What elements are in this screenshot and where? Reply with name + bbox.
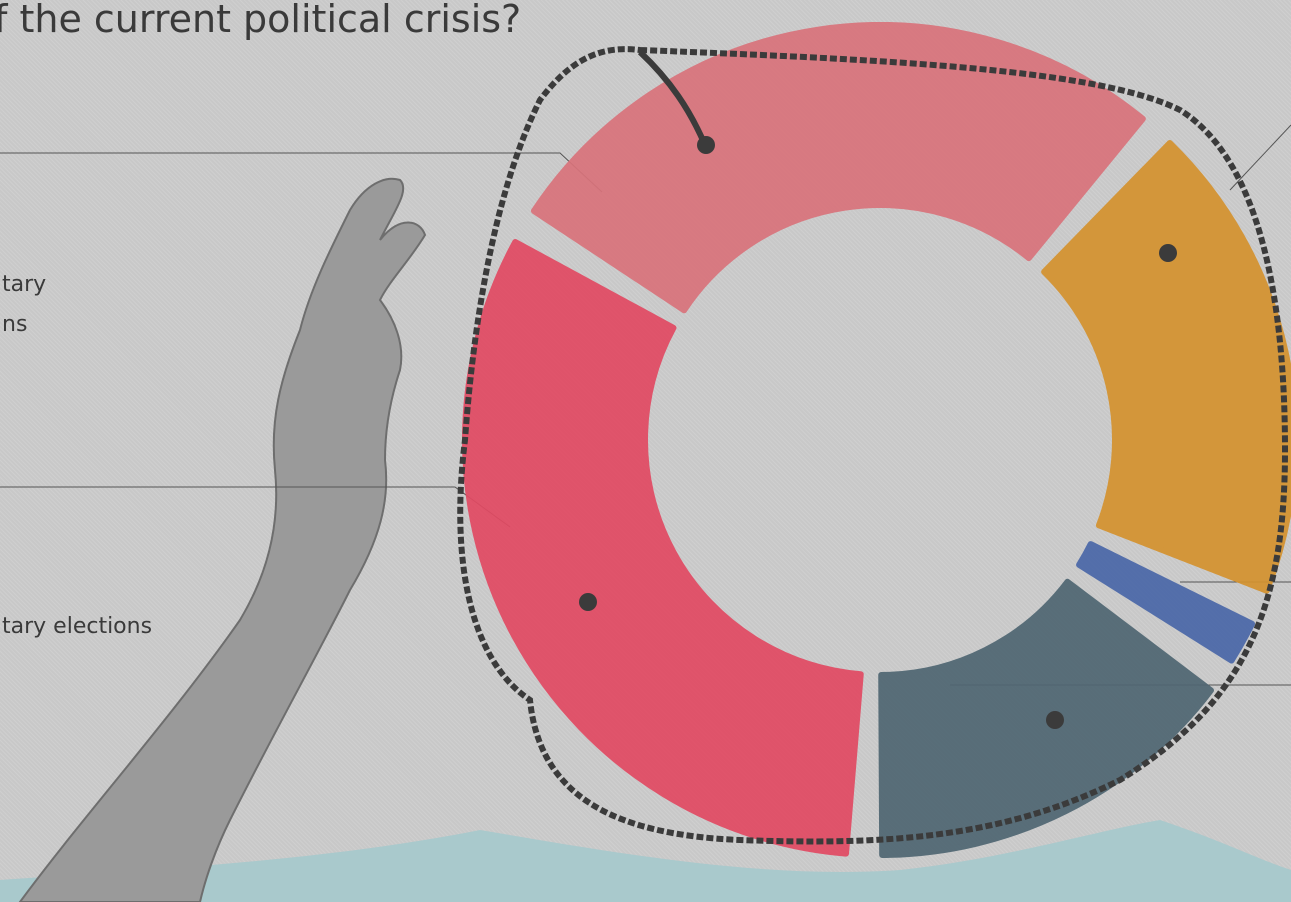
leader-line	[0, 486, 511, 528]
grommet	[697, 136, 715, 154]
chart-title: f the current political crisis?	[0, 0, 521, 41]
donut-segment	[878, 578, 1214, 858]
grommet	[579, 593, 597, 611]
leader-line	[1229, 124, 1291, 191]
grommet	[1046, 711, 1064, 729]
hand-illustration	[18, 177, 427, 902]
rope	[457, 46, 1289, 845]
donut-segment	[1076, 541, 1256, 664]
donut-segment	[462, 238, 864, 857]
donut	[462, 22, 1291, 858]
grommet	[1159, 244, 1177, 262]
rope	[637, 49, 708, 147]
annotation: ns	[2, 312, 27, 337]
annotation: tary elections	[2, 614, 152, 639]
annotation: tary	[2, 272, 46, 297]
donut-segment	[530, 22, 1146, 314]
water	[0, 820, 1291, 902]
